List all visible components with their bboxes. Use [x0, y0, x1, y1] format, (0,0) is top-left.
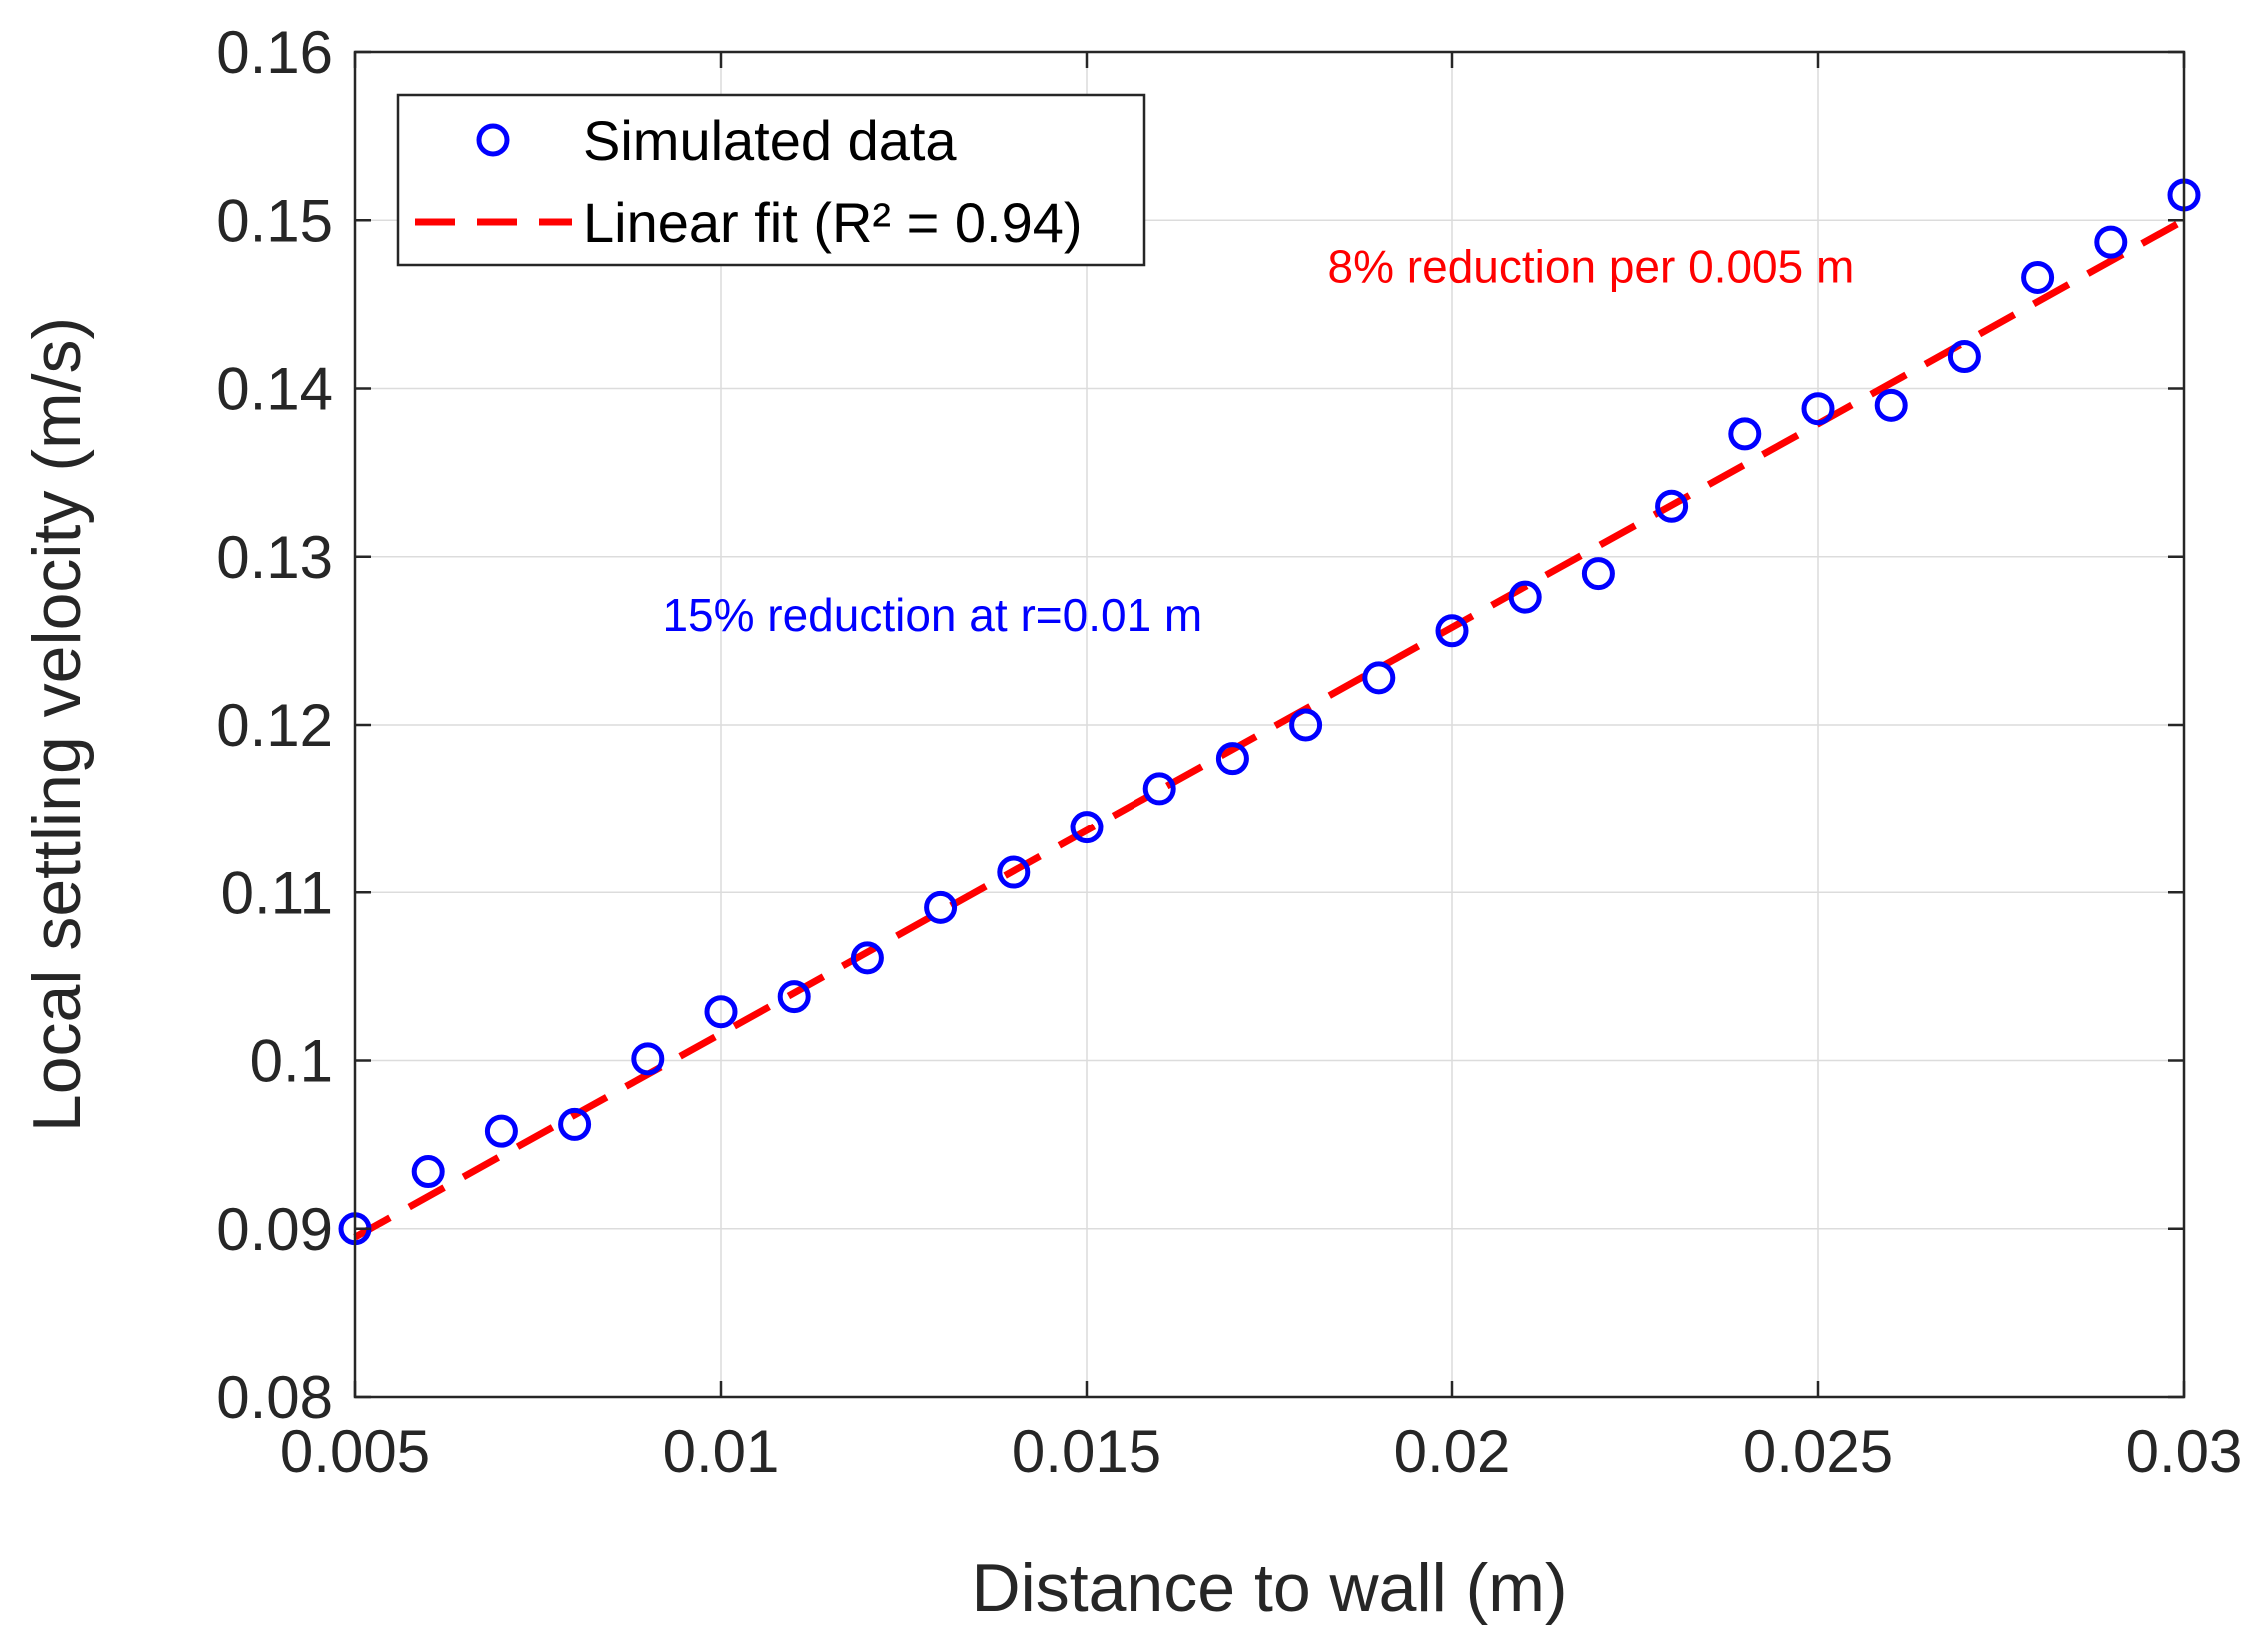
y-tick-label: 0.14 [216, 356, 333, 423]
data-point [484, 1114, 518, 1148]
data-point [411, 1155, 445, 1189]
data-point [1070, 811, 1104, 844]
y-tick-label: 0.1 [250, 1028, 333, 1095]
data-point [1435, 614, 1469, 648]
annotation-text: 15% reduction at r=0.01 m [662, 589, 1202, 641]
y-axis-label: Local settling velocity (m/s) [19, 317, 95, 1132]
data-point [1142, 772, 1176, 806]
axis-labels: Distance to wall (m) Local settling velo… [19, 317, 1568, 1626]
y-tick-label: 0.11 [221, 859, 333, 926]
data-point [1947, 340, 1981, 374]
y-tick-label: 0.15 [216, 187, 333, 254]
data-point [1362, 661, 1396, 695]
legend-label-fit: Linear fit (R² = 0.94) [583, 191, 1083, 254]
legend-label-simulated: Simulated data [583, 109, 957, 172]
data-point [2094, 225, 2128, 259]
data-point [1508, 580, 1542, 614]
x-tick-label: 0.01 [663, 1418, 780, 1485]
y-tick-label: 0.16 [216, 19, 333, 86]
data-point [997, 855, 1031, 889]
ticks: 0.005 0.01 0.015 0.02 0.025 0.03 0.08 0.09 0.1 0.… [216, 19, 2242, 1485]
data-point [1728, 417, 1762, 451]
data-point [1581, 557, 1615, 591]
y-tick-label: 0.08 [216, 1364, 333, 1431]
data-point [1289, 708, 1323, 742]
data-point [704, 995, 738, 1029]
x-tick-label: 0.02 [1394, 1418, 1511, 1485]
data-point [1874, 388, 1908, 422]
data-point [631, 1042, 665, 1076]
annotations: 15% reduction at r=0.01 m 8% reduction pe… [662, 241, 1854, 641]
data-point [924, 890, 958, 924]
data-point [558, 1107, 592, 1141]
data-point [850, 941, 884, 975]
y-tick-label: 0.12 [216, 692, 333, 759]
legend: Simulated data Linear fit (R² = 0.94) [396, 93, 1146, 267]
y-tick-label: 0.13 [216, 524, 333, 591]
x-tick-label: 0.03 [2126, 1418, 2243, 1485]
data-point [1215, 742, 1249, 776]
data-point [777, 980, 811, 1014]
x-axis-label: Distance to wall (m) [971, 1550, 1567, 1626]
x-tick-label: 0.025 [1743, 1418, 1893, 1485]
x-tick-label: 0.015 [1012, 1418, 1161, 1485]
y-tick-label: 0.09 [216, 1196, 333, 1263]
legend-box [396, 93, 1146, 267]
legend-marker-simulated [476, 123, 510, 157]
data-point [1655, 489, 1689, 523]
data-point [1801, 392, 1835, 426]
x-tick-label: 0.005 [280, 1418, 430, 1485]
data-point [2021, 260, 2055, 294]
annotation-text: 8% reduction per 0.005 m [1328, 241, 1855, 293]
